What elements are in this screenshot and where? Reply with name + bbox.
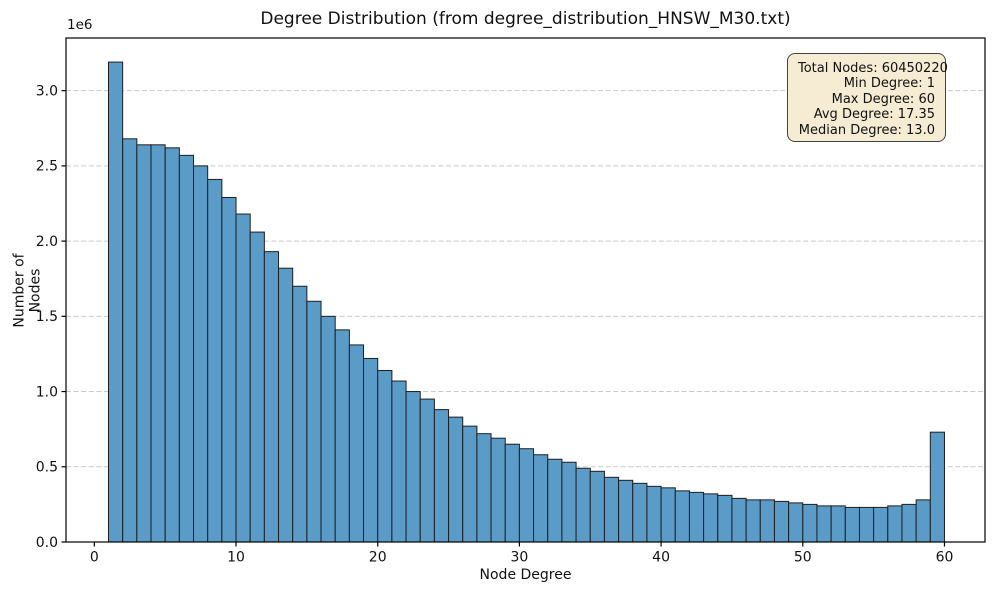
bar-degree-46 — [745, 499, 761, 543]
bar-degree-39 — [646, 485, 662, 543]
bar-degree-24 — [433, 409, 450, 543]
bar-degree-40 — [660, 487, 676, 543]
bar-degree-58 — [915, 499, 931, 543]
stats-line: Avg Degree: 17.35 — [813, 107, 935, 123]
bar-degree-8 — [207, 178, 223, 543]
bar-degree-54 — [858, 506, 875, 543]
bar-degree-16 — [320, 315, 336, 543]
x-tick-label: 0 — [90, 550, 99, 566]
bar-degree-9 — [221, 196, 237, 543]
x-tick-label: 60 — [936, 550, 954, 566]
bar-degree-28 — [490, 437, 506, 543]
y-tick-label: 0.5 — [36, 460, 58, 476]
bar-degree-33 — [561, 461, 577, 543]
bar-degree-53 — [844, 506, 860, 543]
bar-degree-18 — [348, 344, 365, 543]
bar-degree-51 — [816, 505, 832, 543]
y-tick-label: 0.0 — [36, 535, 58, 551]
stats-line: Min Degree: 1 — [843, 76, 935, 92]
bar-degree-3 — [136, 144, 152, 543]
bar-degree-14 — [292, 285, 308, 543]
bar-degree-4 — [150, 144, 166, 543]
bar-degree-55 — [873, 506, 889, 543]
bar-degree-34 — [575, 467, 591, 543]
bar-degree-19 — [363, 357, 379, 543]
bar-degree-10 — [235, 213, 251, 543]
axes-spines — [65, 37, 986, 543]
bar-degree-23 — [419, 398, 435, 543]
x-tick-label: 50 — [794, 550, 812, 566]
bar-degree-48 — [773, 500, 790, 543]
y-tick-label: 2.5 — [36, 159, 58, 175]
bar-degree-49 — [788, 502, 804, 543]
bar-degree-45 — [731, 497, 747, 543]
bar-degree-59 — [929, 431, 945, 543]
x-tick-label: 10 — [227, 550, 245, 566]
y-tick-label: 2.0 — [36, 234, 58, 250]
bar-degree-13 — [278, 267, 294, 543]
y-offset-label: 1e6 — [67, 17, 93, 33]
bar-degree-1 — [108, 61, 124, 543]
x-axis-label: Node Degree — [479, 567, 572, 583]
bar-degree-36 — [603, 476, 620, 543]
y-tick-label: 1.0 — [36, 384, 58, 400]
bar-degree-29 — [504, 443, 520, 543]
bar-degree-56 — [887, 505, 903, 543]
bar-degree-41 — [674, 490, 690, 543]
bar-degree-35 — [589, 470, 605, 543]
y-tick-label: 3.0 — [36, 83, 58, 99]
y-tick-label: 1.5 — [36, 309, 58, 325]
stats-line: Max Degree: 60 — [831, 91, 935, 107]
x-tick-label: 20 — [369, 550, 387, 566]
bar-degree-42 — [688, 491, 705, 543]
bar-degree-50 — [802, 503, 818, 543]
bar-degree-15 — [306, 300, 322, 543]
bar-degree-22 — [405, 391, 421, 543]
y-axis-label: Number of Nodes — [11, 253, 44, 328]
stats-box: Total Nodes: 60450220 Min Degree: 1 Max De… — [787, 53, 948, 142]
bar-degree-57 — [901, 503, 917, 543]
bar-degree-7 — [193, 165, 209, 543]
bar-degree-38 — [632, 482, 648, 543]
x-tick-label: 30 — [510, 550, 528, 566]
bar-degree-27 — [476, 433, 492, 543]
x-tick-label: 40 — [652, 550, 670, 566]
bar-degree-2 — [122, 138, 138, 543]
bar-degree-11 — [249, 231, 265, 543]
bar-degree-12 — [263, 251, 280, 543]
bar-degree-31 — [533, 454, 549, 543]
bar-degree-52 — [830, 505, 846, 543]
bar-degree-44 — [717, 494, 733, 543]
bar-degree-20 — [377, 369, 393, 543]
bar-degree-32 — [547, 458, 563, 543]
bar-degree-6 — [178, 154, 195, 543]
stats-line: Median Degree: 13.0 — [798, 122, 935, 138]
bar-degree-47 — [759, 499, 775, 543]
bar-degree-17 — [334, 329, 350, 543]
bar-degree-5 — [164, 147, 180, 543]
bar-degree-30 — [518, 448, 535, 543]
bar-degree-37 — [618, 479, 634, 543]
bar-degree-25 — [448, 416, 464, 543]
chart-title: Degree Distribution (from degree_distrib… — [260, 9, 791, 29]
stats-line: Total Nodes: 60450220 — [798, 61, 948, 76]
bar-degree-26 — [462, 425, 478, 543]
bar-degree-43 — [703, 493, 719, 543]
bar-degree-21 — [391, 380, 407, 543]
